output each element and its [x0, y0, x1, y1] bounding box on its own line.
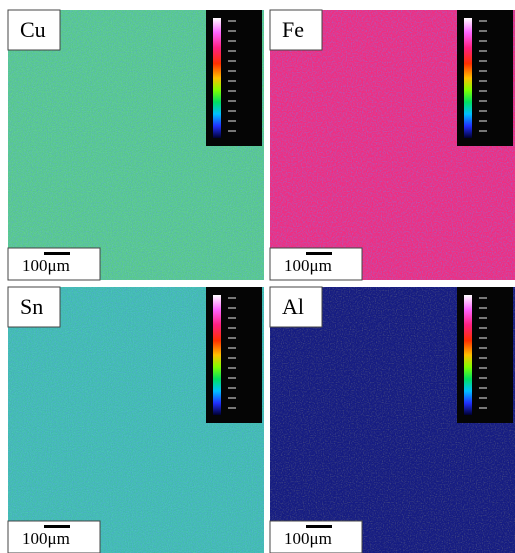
- scale-bar: [44, 252, 70, 255]
- color-scale-tick: [228, 337, 236, 339]
- color-scale-tick: [228, 80, 236, 82]
- element-label: Al: [282, 294, 304, 319]
- color-scale-tick: [479, 367, 487, 369]
- scale-bar-label: 100μm: [284, 529, 332, 548]
- color-scale-tick: [479, 317, 487, 319]
- color-scale-tick: [228, 90, 236, 92]
- color-scale-tick: [228, 130, 236, 132]
- figure: Cu 100μm Fe 100μm Sn 100μm Al 100μm: [0, 0, 515, 553]
- color-scale-tick: [479, 100, 487, 102]
- color-scale-tick: [479, 40, 487, 42]
- scale-bar-label: 100μm: [22, 529, 70, 548]
- color-scale-tick: [228, 297, 236, 299]
- color-scale-tick: [228, 327, 236, 329]
- color-scale-tick: [479, 327, 487, 329]
- map-panel: Cu 100μm: [8, 10, 264, 280]
- color-scale-bar: [464, 295, 472, 415]
- color-scale-tick: [479, 110, 487, 112]
- color-scale-tick: [479, 50, 487, 52]
- color-scale-tick: [228, 20, 236, 22]
- color-scale-tick: [479, 387, 487, 389]
- color-scale-tick: [479, 347, 487, 349]
- color-scale-tick: [479, 20, 487, 22]
- map-panel: Fe 100μm: [270, 10, 515, 280]
- color-scale-tick: [228, 120, 236, 122]
- color-scale-tick: [228, 307, 236, 309]
- color-scale-tick: [228, 30, 236, 32]
- color-scale-tick: [479, 90, 487, 92]
- color-scale-tick: [479, 80, 487, 82]
- color-scale-tick: [479, 130, 487, 132]
- color-scale-tick: [228, 377, 236, 379]
- color-scale-tick: [479, 30, 487, 32]
- map-panel: Sn 100μm: [8, 287, 264, 553]
- color-scale-tick: [479, 397, 487, 399]
- scale-bar-label: 100μm: [284, 256, 332, 275]
- color-scale-tick: [479, 407, 487, 409]
- color-scale-bar: [213, 18, 221, 138]
- map-panel: Al 100μm: [270, 287, 515, 553]
- scale-bar: [306, 525, 332, 528]
- scale-bar: [306, 252, 332, 255]
- color-scale-tick: [479, 337, 487, 339]
- color-scale-tick: [479, 60, 487, 62]
- scale-bar: [44, 525, 70, 528]
- color-scale-tick: [479, 307, 487, 309]
- color-scale-tick: [228, 367, 236, 369]
- element-label: Cu: [20, 17, 46, 42]
- color-scale-tick: [228, 357, 236, 359]
- color-scale-bar: [464, 18, 472, 138]
- color-scale-tick: [228, 50, 236, 52]
- color-scale-bar: [213, 295, 221, 415]
- color-scale-tick: [228, 317, 236, 319]
- color-scale-tick: [228, 347, 236, 349]
- color-scale-tick: [228, 70, 236, 72]
- color-scale-tick: [228, 40, 236, 42]
- color-scale-tick: [228, 110, 236, 112]
- color-scale-tick: [479, 357, 487, 359]
- element-label: Fe: [282, 17, 304, 42]
- element-label: Sn: [20, 294, 43, 319]
- color-scale-tick: [479, 120, 487, 122]
- color-scale-tick: [479, 70, 487, 72]
- color-scale-tick: [228, 387, 236, 389]
- color-scale-tick: [228, 407, 236, 409]
- color-scale-tick: [228, 100, 236, 102]
- scale-bar-label: 100μm: [22, 256, 70, 275]
- color-scale-tick: [479, 297, 487, 299]
- color-scale-tick: [228, 60, 236, 62]
- color-scale-tick: [479, 377, 487, 379]
- color-scale-tick: [228, 397, 236, 399]
